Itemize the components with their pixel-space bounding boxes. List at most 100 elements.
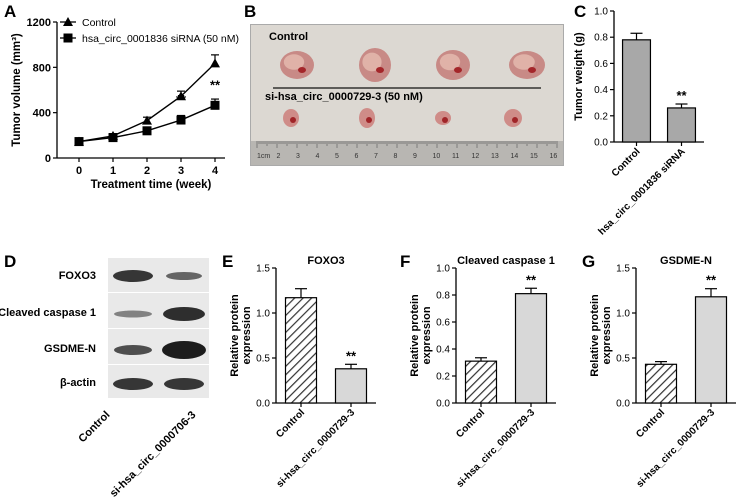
x-tick-label: 0 — [76, 165, 82, 177]
significance-marker: ** — [676, 88, 687, 103]
y-axis-label-line2: expression — [421, 306, 433, 364]
y-tick-label: 1.0 — [256, 309, 270, 320]
ruler-label: 3 — [296, 153, 300, 160]
y-tick-label: 0.0 — [616, 399, 630, 410]
x-tick-label: Control — [634, 407, 667, 440]
ruler-label: 16 — [549, 153, 558, 160]
y-tick-label: 1.0 — [436, 264, 450, 275]
ruler-label: 14 — [510, 153, 519, 160]
bar-1 — [514, 293, 548, 404]
y-tick-label: 0.0 — [256, 399, 270, 410]
data-point-sirna — [108, 133, 118, 143]
cleaved-caspase1-bar-chart: 0.0 0.2 0.4 0.6 0.8 1.0 Cleaved caspase 1 Relat… — [409, 255, 556, 490]
data-point-control — [142, 115, 152, 125]
y-tick-label: 800 — [33, 62, 51, 74]
tumor-highlight — [513, 54, 535, 70]
legend-label-control: Control — [82, 17, 116, 29]
bar-0 — [644, 363, 678, 404]
bar-0 — [284, 297, 318, 404]
y-axis-label-line2: expression — [241, 306, 253, 364]
legend-label-sirna: hsa_circ_0001836 siRNA (50 nM) — [82, 33, 239, 45]
tumor-spot — [512, 117, 518, 123]
tumor-spot — [376, 67, 384, 73]
significance-marker: ** — [526, 272, 537, 287]
data-point-control — [210, 58, 220, 68]
significance-marker: ** — [346, 348, 357, 363]
ruler-label: 1cm — [257, 153, 271, 160]
significance-marker: ** — [210, 77, 221, 92]
tumor-spot — [366, 117, 372, 123]
panel-label-a: A — [4, 2, 17, 21]
legend-marker-sirna — [63, 33, 73, 43]
tumor-highlight — [362, 52, 382, 72]
ruler-label: 8 — [393, 153, 398, 160]
y-tick-label: 400 — [33, 108, 51, 120]
y-tick-label: 0.2 — [436, 372, 450, 383]
tumor-spot — [454, 67, 462, 73]
y-axis-label: Relative protein — [229, 294, 241, 377]
blot-image — [108, 258, 209, 398]
panel-label-d: D — [4, 252, 17, 271]
y-tick-label: 0.4 — [594, 85, 608, 96]
tumor-highlight — [283, 54, 305, 70]
x-tick-label: 2 — [144, 165, 150, 177]
y-axis-label: Relative protein — [409, 294, 421, 377]
ruler-label: 13 — [491, 153, 499, 160]
y-tick-label: 0.4 — [436, 345, 450, 356]
lane-label-treatment: si-hsa_circ_0000706-3 — [107, 409, 199, 500]
data-point-sirna — [74, 137, 84, 147]
y-axis-label: Tumor volume (mm³) — [11, 33, 23, 147]
foxo3-bar-chart: 0.0 0.5 1.0 1.5 FOXO3 Relative protein express… — [229, 255, 376, 490]
tumor-spot — [290, 117, 296, 123]
y-axis-label-line2: expression — [601, 306, 613, 364]
photo-label-control: Control — [269, 31, 309, 43]
panel-label-g: G — [582, 252, 596, 271]
bar-1 — [666, 107, 697, 143]
ruler-label: 6 — [354, 153, 359, 160]
ruler-label: 12 — [471, 153, 480, 160]
tumor-photograph: Control si-hsa_circ_0000729-3 (50 nM) 1c… — [250, 24, 564, 166]
band-label-beta-actin: β-actin — [59, 377, 96, 389]
bar-0 — [464, 360, 498, 404]
y-tick-label: 0.0 — [436, 399, 450, 410]
bar-0 — [621, 39, 652, 143]
gsdme-n-bar-chart: 0.0 0.5 1.0 1.5 GSDME-N Relative protein expre… — [589, 255, 736, 490]
tumor-spot — [442, 117, 448, 123]
x-tick-label: Control — [610, 146, 643, 179]
significance-marker: ** — [706, 273, 717, 288]
y-tick-label: 1.5 — [616, 264, 630, 275]
y-axis-label: Tumor weight (g) — [573, 32, 585, 121]
ruler-label: 7 — [374, 153, 378, 160]
y-tick-label: 1200 — [27, 17, 51, 29]
tumor-highlight — [439, 53, 461, 71]
ruler-label: 10 — [432, 153, 441, 160]
panel-label-c: C — [574, 2, 587, 21]
x-tick-label: 4 — [212, 165, 219, 177]
western-blot-panel: FOXO3 Cleaved caspase 1 GSDME-N β-actin … — [0, 255, 220, 500]
band-label-cleaved-caspase1: Cleaved caspase 1 — [0, 307, 96, 319]
y-tick-label: 0.5 — [616, 354, 630, 365]
y-tick-label: 1.0 — [594, 7, 608, 18]
x-tick-label: Control — [454, 407, 487, 440]
tumor-spot — [298, 67, 306, 73]
panel-label-b: B — [244, 2, 257, 21]
ruler-label: 5 — [335, 153, 339, 160]
significance-marker: ** — [176, 92, 187, 107]
y-tick-label: 0.2 — [594, 111, 608, 122]
chart-title: GSDME-N — [660, 255, 712, 267]
bar-1 — [334, 368, 368, 404]
y-tick-label: 0.5 — [256, 354, 270, 365]
ruler-label: 2 — [276, 153, 281, 160]
y-axis-label: Relative protein — [589, 294, 601, 377]
photo-label-treatment: si-hsa_circ_0000729-3 (50 nM) — [265, 91, 423, 103]
y-tick-label: 0.6 — [436, 318, 450, 329]
x-tick-label: 1 — [110, 165, 116, 177]
x-axis-label: Treatment time (week) — [91, 179, 212, 191]
ruler-label: 11 — [452, 153, 460, 160]
ruler-label: 9 — [413, 153, 417, 160]
y-tick-label: 0.8 — [436, 291, 450, 302]
legend-marker-control — [63, 17, 73, 26]
data-point-sirna — [142, 126, 152, 136]
ruler-label: 4 — [315, 153, 320, 160]
ruler-label: 15 — [530, 153, 538, 160]
